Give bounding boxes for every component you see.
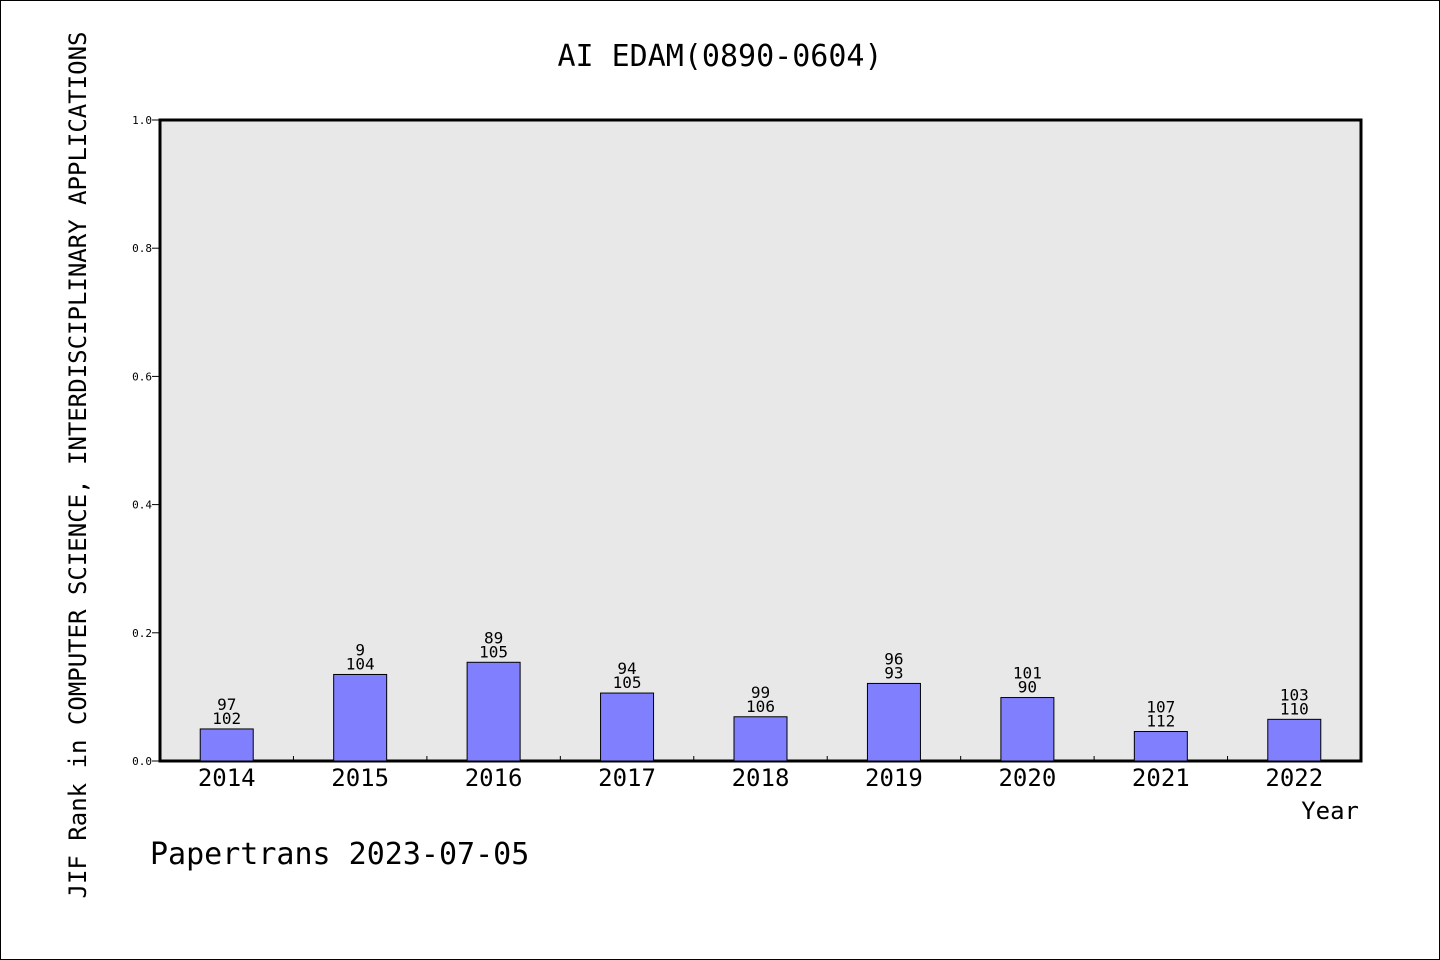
bar-2020 [1000,697,1055,762]
total-label: 110 [1280,699,1309,718]
x-axis-label: Year [1301,797,1359,825]
rank-label: 103 [1280,685,1309,704]
rank-label: 101 [1013,664,1042,683]
x-tick-label: 2016 [465,764,523,792]
rank-label: 96 [884,649,903,668]
y-tick-label: 0.0 [132,755,152,768]
total-label: 102 [212,709,241,728]
plot-area [158,118,1363,763]
footer-credit: Papertrans 2023-07-05 [150,837,529,872]
y-tick-label: 0.8 [132,242,152,255]
x-axis-ticks: 2014 2015 2016 2017 2018 2019 2020 2021 2022 [198,756,1323,792]
bar-2014 [199,728,254,762]
total-label: 93 [884,663,903,682]
bar-2019 [866,682,921,762]
y-axis-label: JIF Rank in COMPUTER SCIENCE, INTERDISCI… [64,32,92,899]
x-tick-label: 2018 [732,764,790,792]
total-label: 90 [1018,678,1037,697]
y-tick-label: 0.4 [132,499,152,512]
x-tick-label: 2015 [331,764,389,792]
bar-2015 [333,673,388,762]
y-tick-label: 0.6 [132,370,152,383]
bars [199,661,1322,762]
x-tick-label: 2014 [198,764,256,792]
chart-title: AI EDAM(0890-0604) [557,39,882,74]
total-label: 106 [746,697,775,716]
bar-2018 [733,716,788,762]
x-tick-label: 2017 [598,764,656,792]
y-axis-ticks: 0.0 0.2 0.4 0.6 0.8 1.0 [132,114,160,768]
bar-2021 [1133,731,1188,762]
rank-label: 99 [751,683,770,702]
total-label: 112 [1146,712,1175,731]
bar-2017 [600,692,655,762]
rank-label: 107 [1146,698,1175,717]
bar-2022 [1267,718,1322,762]
x-tick-label: 2019 [865,764,923,792]
bar-2016 [466,661,521,762]
x-tick-label: 2022 [1265,764,1323,792]
x-tick-label: 2021 [1132,764,1190,792]
rank-label: 9 [355,640,365,659]
total-label: 105 [479,642,508,661]
rank-label: 94 [617,659,636,678]
total-label: 105 [613,673,642,692]
total-label: 104 [346,654,375,673]
x-tick-label: 2020 [998,764,1056,792]
y-tick-label: 0.2 [132,627,152,640]
rank-label: 97 [217,695,236,714]
y-tick-label: 1.0 [132,114,152,127]
rank-label: 89 [484,628,503,647]
